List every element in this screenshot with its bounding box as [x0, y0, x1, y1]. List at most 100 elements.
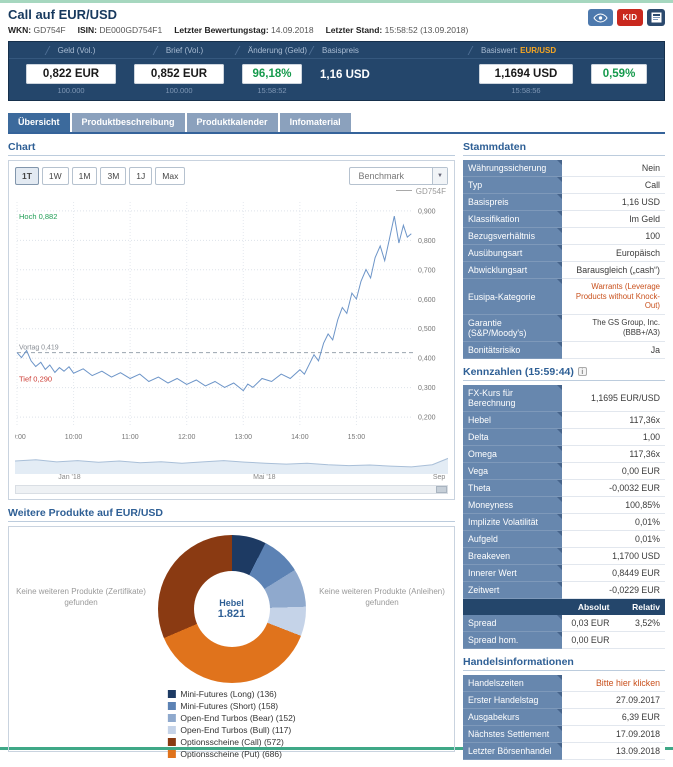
kennzahlen-heading: Kennzahlen (15:59:44) i	[463, 366, 665, 382]
kennzahlen-timestamp: (15:59:44)	[524, 366, 574, 379]
svg-text:0,400: 0,400	[418, 356, 436, 363]
row-value: 0,00 EUR	[561, 462, 665, 481]
brief-header: Brief (Vol.)	[165, 46, 204, 55]
range-button-max[interactable]: Max	[155, 167, 186, 185]
row-label: Typ	[463, 176, 562, 194]
donut-center: Hebel 1.821	[193, 571, 270, 647]
svg-text:Hoch 0,882: Hoch 0,882	[19, 212, 57, 221]
row-value: The GS Group, Inc. (BBB+/A3)	[561, 314, 665, 343]
svg-text:Tief 0,290: Tief 0,290	[19, 375, 52, 384]
tabs: Übersicht Produktbeschreibung Produktkalen…	[8, 113, 665, 134]
relativ-value: 3,52%	[614, 615, 665, 633]
legend-line-sample	[395, 190, 412, 191]
table-row: Garantie (S&P/Moody's) The GS Group, Inc.…	[463, 314, 665, 343]
donut-legend: Mini-Futures (Long) (136) Mini-Futures (S…	[167, 689, 296, 761]
svg-text:14:00: 14:00	[291, 434, 309, 441]
svg-text:0,900: 0,900	[418, 208, 436, 215]
table-row: Delta 1,00	[463, 428, 665, 447]
tab-bersicht[interactable]: Übersicht	[8, 113, 70, 132]
range-button-1w[interactable]: 1W	[41, 167, 69, 185]
row-label: Ausübungsart	[463, 244, 562, 262]
table-row: Theta -0,0032 EUR	[463, 479, 665, 498]
stammdaten-body: Währungssicherung Nein Typ Call Basispreis 1,…	[463, 160, 665, 360]
row-label: Währungssicherung	[463, 160, 562, 177]
benchmark-select[interactable]: Benchmark ▼	[349, 167, 448, 185]
svg-text:0,500: 0,500	[418, 326, 436, 333]
header-separator	[44, 46, 54, 55]
row-value[interactable]: Warrants (Leverage Products without Knoc…	[561, 278, 665, 316]
kid-button[interactable]: KID	[617, 9, 643, 26]
row-value: 117,36x	[561, 411, 665, 430]
svg-text:15:00: 15:00	[348, 434, 366, 441]
row-value: Barausgleich („cash“)	[561, 261, 665, 279]
absolut-header: Absolut	[561, 598, 615, 616]
change-time: 15:58:52	[257, 86, 287, 95]
mini-chart-label: Jan '18	[58, 474, 81, 481]
row-label: Vega	[463, 462, 562, 481]
row-value: 0,01%	[561, 530, 665, 549]
relativ-header: Relativ	[614, 598, 665, 616]
tab-produktkalender[interactable]: Produktkalender	[186, 113, 278, 132]
legend-color-chip	[167, 738, 176, 746]
price-bar: Geld (Vol.) Brief (Vol.) Änderung (Geld)…	[8, 41, 665, 101]
row-value: 117,36x	[561, 445, 665, 464]
range-button-1j[interactable]: 1J	[129, 167, 153, 185]
row-label: Eusipa-Kategorie	[463, 278, 562, 316]
change-value: 96,18%	[242, 64, 302, 84]
handelsinformationen-table: Handelszeiten Bitte hier klicken Erster Ha…	[463, 675, 665, 761]
chart-heading: Chart	[8, 141, 455, 156]
range-button-3m[interactable]: 3M	[100, 167, 127, 185]
range-button-1m[interactable]: 1M	[71, 167, 98, 185]
tab-infomaterial[interactable]: Infomaterial	[279, 113, 351, 132]
spread-body: Spread 0,03 EUR 3,52% Spread hom. 0,00 EUR	[463, 615, 665, 650]
row-value: 6,39 EUR	[561, 708, 665, 727]
factsheet-document-button[interactable]	[647, 9, 665, 26]
info-icon[interactable]: i	[577, 367, 587, 377]
watchlist-eye-button[interactable]	[588, 9, 613, 26]
geld-volume: 100.000	[57, 86, 85, 95]
row-label: Zeitwert	[463, 581, 562, 600]
basiswert-time: 15:58:56	[511, 86, 541, 95]
row-value: 27.09.2017	[561, 691, 665, 710]
legend-item: Optionsscheine (Call) (572)	[167, 737, 295, 747]
row-label: Klassifikation	[463, 210, 562, 228]
row-label: Hebel	[463, 411, 562, 430]
basiswert-name[interactable]: EUR/USD	[520, 46, 557, 55]
relativ-value	[614, 631, 665, 650]
chart-range-scrollbar[interactable]	[15, 485, 448, 494]
table-row: Handelszeiten Bitte hier klicken	[463, 675, 665, 693]
svg-text:11:00: 11:00	[122, 434, 139, 441]
table-row: Währungssicherung Nein	[463, 160, 665, 177]
table-row: Aufgeld 0,01%	[463, 530, 665, 549]
chart-series-legend: GD754F	[17, 187, 446, 196]
range-button-1t[interactable]: 1T	[15, 167, 39, 185]
table-row: Basispreis 1,16 USD	[463, 193, 665, 211]
product-meta: WKN: GD754F ISIN: DE000GD754F1 Letzter Bew…	[8, 25, 468, 35]
page-header: Call auf EUR/USD WKN: GD754F ISIN: DE000G…	[0, 3, 673, 37]
row-value: 100,85%	[561, 496, 665, 515]
row-label: Aufgeld	[463, 530, 562, 549]
scrollbar-handle[interactable]	[436, 486, 447, 493]
row-value: Ja	[561, 341, 665, 360]
row-label: Moneyness	[463, 496, 562, 515]
row-value: -0,0032 EUR	[561, 479, 665, 498]
row-label: Letzter Börsenhandel	[463, 742, 562, 761]
row-value[interactable]: Bitte hier klicken	[561, 675, 665, 693]
weitere-produkte-panel: Keine weiteren Produkte (Zertifikate) ge…	[8, 526, 455, 759]
meta-item: Letzter Bewertungstag: 14.09.2018	[174, 25, 314, 35]
table-row: Vega 0,00 EUR	[463, 462, 665, 481]
zertifikate-note: Keine weiteren Produkte (Zertifikate) ge…	[16, 587, 146, 607]
range-buttons: 1T 1W 1M 3M 1J Max	[15, 167, 186, 185]
table-row: Implizite Volatilität 0,01%	[463, 513, 665, 532]
aenderung-header: Änderung (Geld)	[247, 46, 308, 55]
svg-text:0,700: 0,700	[418, 267, 436, 274]
row-label: Bonitätsrisiko	[463, 341, 562, 360]
legend-item: Optionsscheine (Put) (686)	[167, 749, 295, 759]
table-row: Omega 117,36x	[463, 445, 665, 464]
table-row: Eusipa-Kategorie Warrants (Leverage Produ…	[463, 278, 665, 316]
table-row: Moneyness 100,85%	[463, 496, 665, 515]
basispreis-value: 1,16 USD	[320, 69, 370, 81]
row-label: FX-Kurs für Berechnung	[463, 385, 562, 413]
legend-item: Open-End Turbos (Bull) (117)	[167, 725, 295, 735]
tab-produktbeschreibung[interactable]: Produktbeschreibung	[71, 113, 185, 132]
